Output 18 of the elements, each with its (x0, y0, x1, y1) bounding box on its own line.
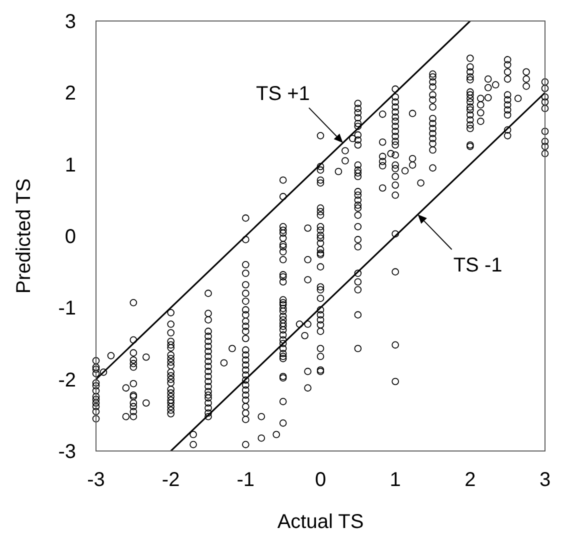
x-tick-label: 3 (539, 469, 551, 491)
y-tick-label: 2 (64, 82, 76, 105)
x-tick-label: 0 (314, 469, 326, 491)
x-tick-label: -3 (87, 469, 105, 491)
x-tick-label: 1 (390, 469, 401, 491)
y-tick-label: -3 (58, 441, 76, 463)
x-tick-label: -2 (162, 469, 180, 491)
y-tick-label: 3 (64, 11, 76, 33)
y-tick-label: -2 (58, 369, 76, 392)
y-axis-title: Predicted TS (13, 178, 35, 294)
x-axis-title: Actual TS (277, 511, 364, 533)
annotation: TS -1 (453, 254, 502, 276)
x-tick-label: 2 (464, 469, 476, 491)
y-tick-label: -1 (58, 298, 76, 320)
y-tick-label: 1 (64, 154, 76, 176)
y-tick-label: 0 (64, 226, 76, 248)
annotation: TS +1 (256, 82, 310, 105)
x-tick-label: -1 (236, 469, 255, 491)
